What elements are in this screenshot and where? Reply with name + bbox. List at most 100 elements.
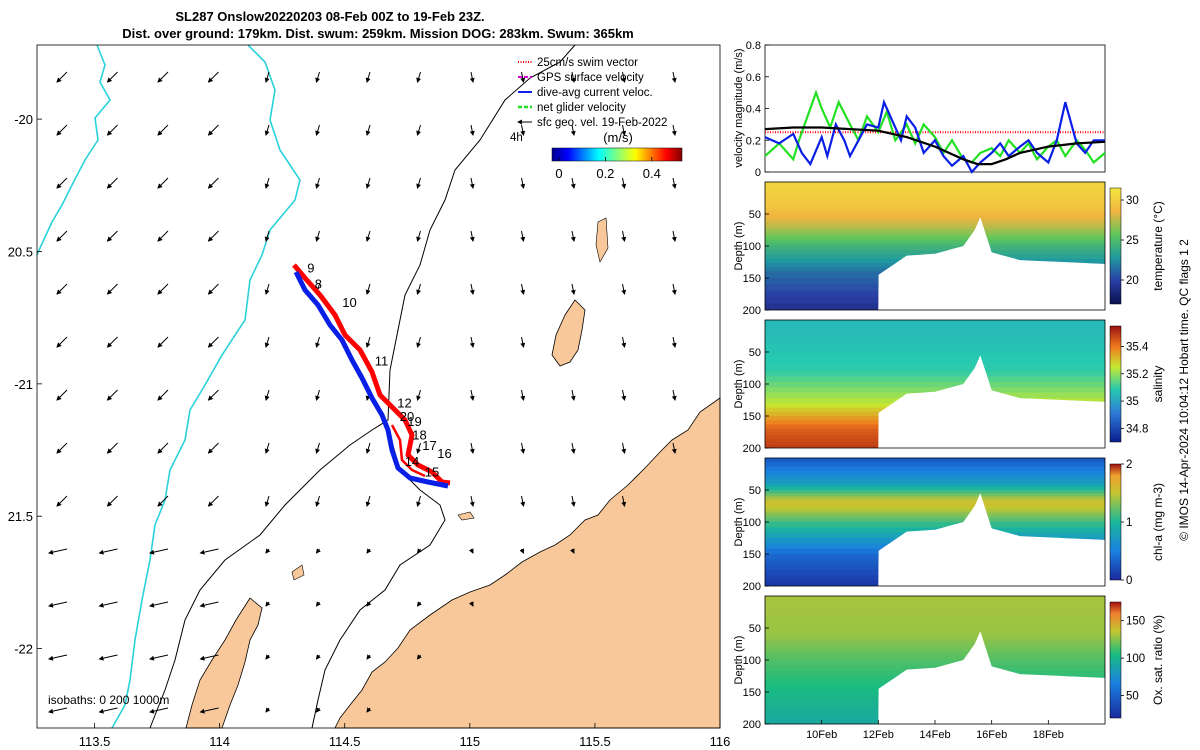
track-day-label: 9 [307, 261, 314, 276]
velocity-vector-arrow [264, 495, 270, 507]
track-day-label: 17 [422, 438, 436, 453]
section-layer-band [765, 608, 1105, 616]
section-layer-band [765, 596, 1105, 603]
velocity-panel: 0 0.2 0.4 0.6 0.8 velocity magnitude (m/s) [733, 40, 1106, 179]
velocity-vector-arrow [56, 124, 68, 136]
section-layer-band [765, 182, 1105, 187]
section-ylabel: Depth (m) [733, 360, 745, 409]
map-axes-frame [36, 44, 721, 729]
velocity-y-tick-label: 0 [755, 167, 761, 179]
section-layer-band [765, 223, 1105, 228]
section-layer-band [765, 354, 1105, 364]
velocity-vector-arrow [207, 71, 219, 83]
track-day-label: 14 [405, 454, 419, 469]
velocity-vector-arrow [621, 283, 627, 295]
velocity-vector-arrow [469, 389, 475, 401]
velocity-vector-arrow [157, 71, 169, 83]
land-islet-1 [457, 511, 475, 521]
section-y-tick-label: 200 [743, 305, 761, 317]
velocity-vector-arrow [519, 548, 524, 554]
section-ylabel: Depth (m) [733, 222, 745, 271]
glider-track-blue [293, 270, 449, 489]
velocity-series [764, 89, 1106, 174]
section-layer-band [765, 458, 1105, 463]
track-day-label: 12 [397, 396, 411, 411]
map-x-tick-label: 113.5 [79, 734, 111, 749]
velocity-vector-arrow [416, 230, 422, 242]
velocity-vector-arrow [264, 442, 270, 454]
map-x-ticks: 113.5 114 114.5 115 115.5 116 [79, 723, 730, 749]
section-layer-band [765, 207, 1105, 212]
section-y-tick-label: 200 [743, 443, 761, 455]
velocity-vector-arrow [98, 654, 118, 661]
section-layer-band [765, 518, 1105, 523]
section-colorbar-tick-label: 150 [1126, 616, 1145, 628]
track-day-label: 15 [425, 465, 439, 480]
land-islet-2 [291, 564, 305, 581]
legend-extra-label: 4h [510, 132, 523, 144]
velocity-vector-arrow [671, 177, 677, 189]
velocity-vector-arrow [315, 707, 321, 713]
section-layer-band [765, 499, 1105, 504]
section-layer-band [765, 515, 1105, 520]
velocity-vector-arrow [520, 442, 526, 454]
section-x-tick-label: 14Feb [919, 729, 950, 741]
section-layer-band [765, 362, 1105, 372]
velocity-vector-arrow [207, 124, 219, 136]
map-x-tick-label: 115.5 [579, 734, 611, 749]
velocity-vector-arrow [469, 230, 475, 242]
velocity-vector-arrow [199, 707, 219, 714]
section-y-tick-label: 150 [743, 687, 761, 699]
velocity-vector-arrow [469, 124, 475, 136]
map-y-tick-label: -21 [14, 377, 33, 392]
section-layer-band [765, 522, 1105, 528]
velocity-vector-arrow [416, 177, 422, 189]
velocity-vector-arrow [265, 707, 271, 713]
track-day-label: 18 [412, 427, 426, 442]
section-y-tick-label: 150 [743, 273, 761, 285]
velocity-vector-arrow [570, 495, 576, 507]
velocity-vector-arrow [199, 548, 219, 555]
section-colorbar-tick-label: 25 [1126, 235, 1139, 247]
map-colorbar-tick-label: 0 [555, 166, 562, 181]
velocity-vector-arrow [48, 707, 68, 714]
velocity-vector-arrow [315, 230, 321, 242]
section-y-tick-label: 200 [743, 581, 761, 593]
section-y-tick-label: 50 [749, 485, 761, 497]
velocity-vector-arrow [315, 177, 321, 189]
section-layer-band [765, 483, 1105, 488]
velocity-y-ticks: 0 0.2 0.4 0.6 0.8 [746, 40, 769, 179]
velocity-vector-arrow [621, 230, 627, 242]
velocity-vector-arrow [56, 336, 68, 348]
section-colorbar-label: temperature (°C) [1151, 201, 1165, 291]
map-colorbar-ticks: 0 0.2 0.4 [555, 157, 661, 181]
map-colorbar-tick-label: 0.2 [596, 166, 614, 181]
section-ylabel: Depth (m) [733, 498, 745, 547]
velocity-vector-arrow [56, 495, 68, 507]
velocity-vector-arrow [365, 124, 371, 136]
velocity-vector-arrow [56, 283, 68, 295]
velocity-vector-arrow [264, 124, 270, 136]
legend-sfc-geo: sfc geo. vel. 19-Feb-2022 [537, 117, 667, 129]
isobath-cyan-line [36, 44, 301, 729]
section-layer-band [765, 462, 1105, 468]
velocity-vector-arrow [621, 71, 627, 83]
velocity-vector-arrow [520, 336, 526, 348]
map-y-tick-label: -20 [14, 112, 33, 127]
velocity-vector-arrow [98, 601, 118, 608]
velocity-vector-arrow [157, 336, 169, 348]
velocity-vector-arrow [416, 442, 422, 454]
section-layer-band [765, 496, 1105, 501]
velocity-vector-arrow [315, 336, 321, 348]
track-day-label: 16 [437, 446, 451, 461]
section-colorbar-label: salinity [1151, 366, 1165, 403]
section-layer-band [765, 230, 1105, 234]
velocity-vector-arrow [149, 654, 169, 661]
section-y-tick-label: 100 [743, 655, 761, 667]
isobath-black-inner [311, 427, 446, 729]
section-colorbar [1109, 601, 1122, 719]
velocity-vector-arrow [264, 177, 270, 189]
land-island-north [551, 299, 586, 367]
section-colorbar-tick-label: 20 [1126, 275, 1139, 287]
